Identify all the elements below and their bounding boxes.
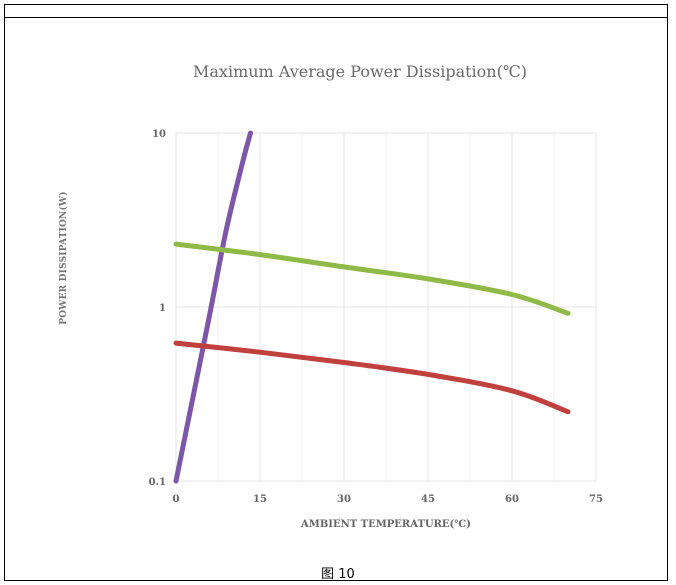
x-tick-label: 75 — [589, 494, 603, 505]
x-tick-label: 30 — [337, 494, 351, 505]
chart-title: Maximum Average Power Dissipation(℃) — [193, 62, 527, 81]
series-line-2 — [173, 241, 571, 316]
x-tick-label: 15 — [253, 494, 267, 505]
y-tick-label: 10 — [152, 129, 166, 140]
x-tick-label: 60 — [505, 494, 519, 505]
top-divider — [4, 17, 668, 18]
series-line-3 — [173, 340, 571, 415]
y-tick-label: 1 — [159, 303, 166, 314]
tick-labels: 0 15 30 45 60 75 0.1 1 10 — [149, 129, 603, 505]
x-axis-label: AMBIENT TEMPERATURE(℃) — [301, 519, 471, 530]
y-tick-label: 0.1 — [149, 477, 166, 488]
figure-caption: 图 10 — [321, 567, 355, 582]
x-tick-label: 0 — [173, 494, 180, 505]
grid-lines — [175, 132, 597, 482]
series-line-1 — [173, 130, 253, 484]
series-lines — [173, 130, 571, 484]
figure-frame — [4, 4, 668, 581]
x-tick-label: 45 — [421, 494, 435, 505]
